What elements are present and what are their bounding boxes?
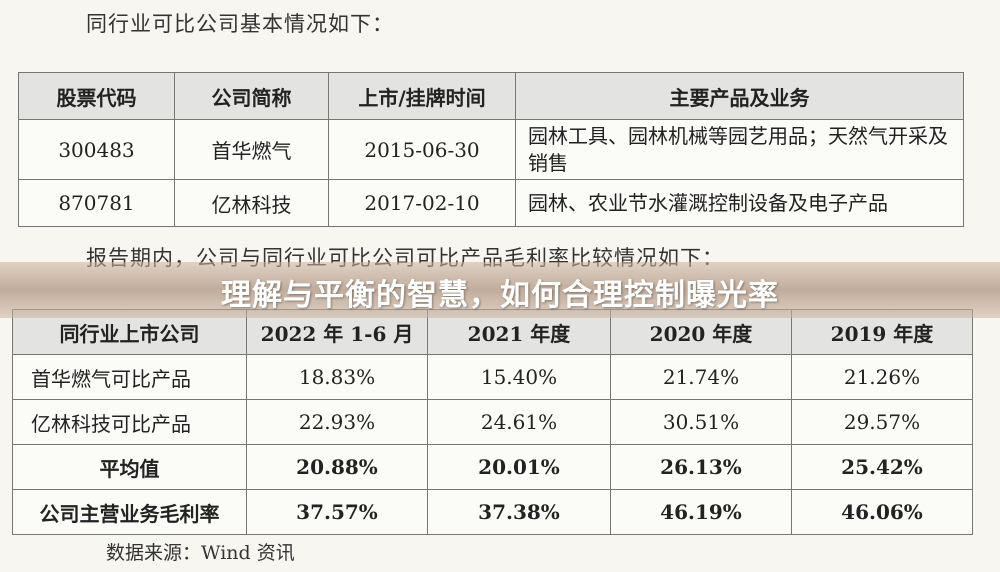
cell-company-name: 亿林科技 bbox=[174, 179, 329, 227]
table-row: 首华燃气可比产品 18.83% 15.40% 21.74% 21.26% bbox=[12, 354, 973, 400]
cell-value: 26.13% bbox=[610, 444, 792, 490]
table-row-company: 公司主营业务毛利率 37.57% 37.38% 46.19% 46.06% bbox=[12, 489, 973, 535]
cell-row-label: 亿林科技可比产品 bbox=[12, 399, 247, 445]
cell-company-name: 首华燃气 bbox=[174, 119, 329, 180]
table-row: 870781 亿林科技 2017-02-10 园林、农业节水灌溉控制设备及电子产… bbox=[18, 179, 964, 227]
table-row: 300483 首华燃气 2015-06-30 园林工具、园林机械等园艺用品；天然… bbox=[18, 119, 964, 180]
cell-main-business: 园林工具、园林机械等园艺用品；天然气开采及销售 bbox=[515, 119, 964, 180]
cell-row-label: 平均值 bbox=[12, 444, 247, 490]
cell-row-label: 公司主营业务毛利率 bbox=[12, 489, 247, 535]
title-banner bbox=[0, 262, 1000, 318]
header-stock-code: 股票代码 bbox=[18, 72, 175, 120]
cell-value: 25.42% bbox=[791, 444, 973, 490]
cell-listing-date: 2015-06-30 bbox=[328, 119, 516, 180]
cell-main-business: 园林、农业节水灌溉控制设备及电子产品 bbox=[515, 179, 964, 227]
header-company-name: 公司简称 bbox=[174, 72, 329, 120]
cell-stock-code: 300483 bbox=[18, 119, 175, 180]
banner-title: 理解与平衡的智慧，如何合理控制曝光率 bbox=[221, 278, 779, 313]
cell-value: 46.19% bbox=[610, 489, 792, 535]
cell-value: 22.93% bbox=[246, 399, 428, 445]
cell-value: 30.51% bbox=[610, 399, 792, 445]
cell-value: 37.38% bbox=[427, 489, 611, 535]
table-row-average: 平均值 20.88% 20.01% 26.13% 25.42% bbox=[12, 444, 973, 490]
data-source-note: 数据来源：Wind 资讯 bbox=[106, 542, 295, 564]
header-listing-date: 上市/挂牌时间 bbox=[328, 72, 516, 120]
peer-company-table: 股票代码 公司简称 上市/挂牌时间 主要产品及业务 300483 首华燃气 20… bbox=[18, 72, 964, 227]
gross-margin-table: 同行业上市公司 2022 年 1-6 月 2021 年度 2020 年度 201… bbox=[12, 309, 973, 535]
cell-value: 15.40% bbox=[427, 354, 611, 400]
cell-value: 37.57% bbox=[246, 489, 428, 535]
cell-listing-date: 2017-02-10 bbox=[328, 179, 516, 227]
table-header-row: 股票代码 公司简称 上市/挂牌时间 主要产品及业务 bbox=[18, 72, 964, 120]
cell-value: 21.74% bbox=[610, 354, 792, 400]
heading-peer-companies: 同行业可比公司基本情况如下： bbox=[86, 12, 394, 36]
cell-value: 18.83% bbox=[246, 354, 428, 400]
cell-value: 20.01% bbox=[427, 444, 611, 490]
cell-value: 20.88% bbox=[246, 444, 428, 490]
cell-value: 29.57% bbox=[791, 399, 973, 445]
cell-stock-code: 870781 bbox=[18, 179, 175, 227]
cell-value: 21.26% bbox=[791, 354, 973, 400]
cell-value: 46.06% bbox=[791, 489, 973, 535]
cell-value: 24.61% bbox=[427, 399, 611, 445]
header-main-business: 主要产品及业务 bbox=[515, 72, 964, 120]
cell-row-label: 首华燃气可比产品 bbox=[12, 354, 247, 400]
table-row: 亿林科技可比产品 22.93% 24.61% 30.51% 29.57% bbox=[12, 399, 973, 445]
